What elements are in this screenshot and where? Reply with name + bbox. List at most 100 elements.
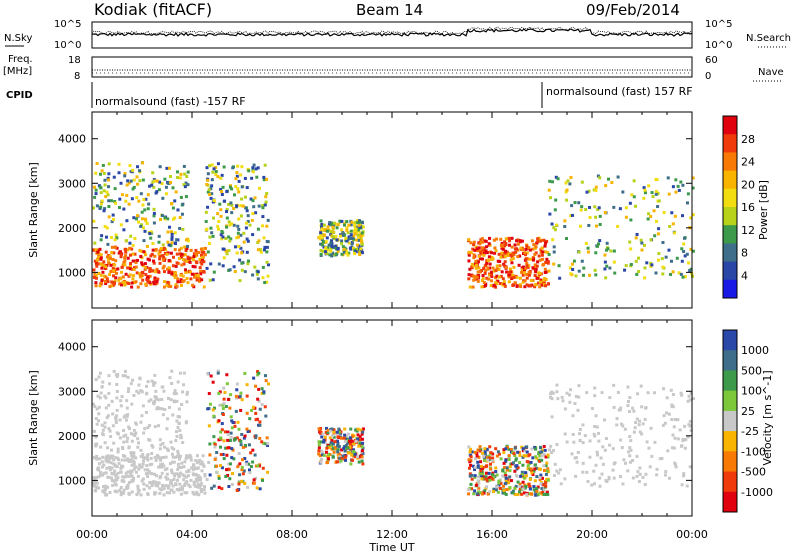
echo-cell: [528, 487, 532, 491]
echo-cell: [333, 440, 337, 444]
x-tick-label: 16:00: [476, 528, 508, 541]
echo-cell: [473, 457, 477, 461]
echo-cell: [102, 171, 106, 175]
echo-cell: [691, 213, 695, 217]
echo-cell: [246, 239, 250, 243]
echo-cell: [524, 485, 528, 489]
echo-cell: [110, 448, 114, 452]
echo-cell: [640, 405, 644, 409]
echo-cell: [611, 468, 615, 472]
echo-cell: [176, 380, 180, 384]
echo-cell: [196, 485, 200, 489]
echo-cell: [175, 261, 179, 265]
echo-cell: [103, 207, 107, 211]
echo-cell: [503, 471, 507, 475]
echo-cell: [173, 248, 177, 252]
echo-cell: [357, 235, 361, 239]
echo-cell: [685, 201, 689, 205]
echo-cell: [156, 277, 160, 281]
echo-cell: [101, 489, 105, 493]
echo-cell: [157, 398, 161, 402]
echo-cell: [560, 395, 564, 399]
echo-cell: [343, 447, 347, 451]
echo-cell: [170, 369, 174, 373]
echo-cell: [349, 233, 353, 237]
echo-cell: [319, 219, 323, 223]
echo-cell: [470, 262, 474, 266]
echo-cell: [185, 175, 189, 179]
echo-cell: [265, 436, 269, 440]
echo-cell: [574, 394, 578, 398]
echo-cell: [537, 467, 541, 471]
echo-cell: [233, 424, 237, 428]
echo-cell: [502, 262, 506, 266]
echo-cell: [533, 246, 537, 250]
echo-cell: [237, 482, 241, 486]
echo-cell: [158, 180, 162, 184]
echo-cell: [133, 252, 137, 256]
echo-cell: [140, 274, 144, 278]
echo-cell: [251, 199, 255, 203]
echo-cell: [353, 232, 357, 236]
echo-cell: [115, 478, 119, 482]
echo-cell: [359, 247, 363, 251]
echo-cell: [490, 459, 494, 463]
echo-cell: [110, 284, 114, 288]
echo-cell: [146, 280, 150, 284]
echo-cell: [231, 166, 235, 170]
echo-cell: [486, 266, 490, 270]
echo-cell: [127, 445, 131, 449]
echo-cell: [360, 242, 364, 246]
echo-cell: [174, 392, 178, 396]
power-x-ticks: [91, 112, 693, 308]
echo-cell: [188, 258, 192, 262]
echo-cell: [563, 407, 567, 411]
echo-cell: [130, 439, 134, 443]
echo-cell: [539, 250, 543, 254]
echo-cell: [517, 263, 521, 267]
echo-cell: [104, 396, 108, 400]
echo-cell: [352, 234, 356, 238]
echo-cell: [324, 240, 328, 244]
echo-cell: [353, 452, 357, 456]
echo-cell: [112, 175, 116, 179]
echo-cell: [108, 491, 112, 495]
echo-cell: [265, 250, 269, 254]
echo-cell: [263, 203, 267, 207]
echo-cell: [105, 226, 109, 230]
echo-cell: [181, 280, 185, 284]
echo-cell: [513, 486, 517, 490]
echo-cell: [118, 282, 122, 286]
echo-cell: [232, 223, 236, 227]
echo-cell: [212, 406, 216, 410]
echo-cell: [95, 264, 99, 268]
echo-cell: [511, 491, 515, 495]
echo-cell: [505, 445, 509, 449]
noise-tick-bottom-right: 10^0: [705, 40, 732, 51]
echo-cell: [485, 261, 489, 265]
echo-cell: [478, 449, 482, 453]
echo-cell: [546, 282, 550, 286]
echo-cell: [582, 266, 586, 270]
echo-cell: [361, 233, 365, 237]
echo-cell: [265, 177, 269, 181]
echo-cell: [598, 239, 602, 243]
echo-cell: [223, 199, 227, 203]
echo-cell: [527, 273, 531, 277]
echo-cell: [637, 270, 641, 274]
echo-cell: [185, 480, 189, 484]
echo-cell: [511, 283, 515, 287]
echo-cell: [215, 464, 219, 468]
echo-cell: [691, 397, 695, 401]
echo-cell: [145, 244, 149, 248]
echo-cell: [136, 484, 140, 488]
echo-cell: [120, 283, 124, 287]
echo-cell: [171, 484, 175, 488]
echo-cell: [123, 475, 127, 479]
echo-cell: [102, 209, 106, 213]
colorbar-segment: [723, 152, 737, 172]
echo-cell: [544, 241, 548, 245]
echo-cell: [155, 269, 159, 273]
echo-cell: [361, 427, 365, 431]
echo-cell: [113, 263, 117, 267]
